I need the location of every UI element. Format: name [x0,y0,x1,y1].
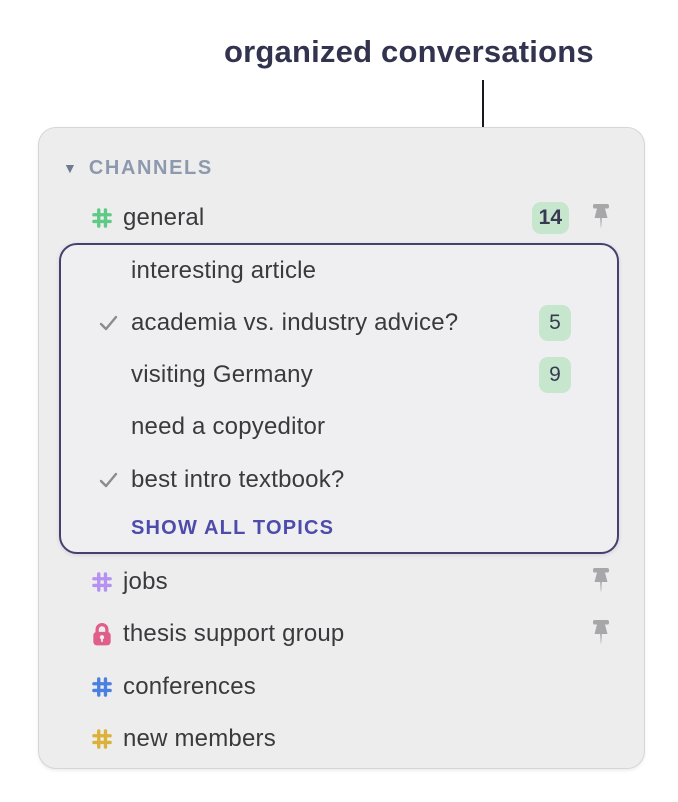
topic-row[interactable]: interesting article [61,254,617,288]
channel-row-conferences[interactable]: conferences [39,670,644,704]
pin-icon[interactable] [589,567,613,597]
channel-row-jobs[interactable]: jobs [39,565,644,599]
unread-count-badge: 5 [539,305,571,341]
channel-row-thesis-support-group[interactable]: thesis support group [39,617,644,651]
read-check-icon [97,468,121,492]
topic-row[interactable]: need a copyeditor [61,410,617,444]
topic-name[interactable]: visiting Germany [131,361,313,388]
topic-row[interactable]: best intro textbook? [61,463,617,497]
channel-name[interactable]: jobs [123,568,168,595]
channels-panel: ▼ CHANNELS general 14 interesting articl… [38,127,645,769]
topic-name[interactable]: best intro textbook? [131,466,345,493]
hash-icon [89,205,115,231]
channel-name[interactable]: conferences [123,673,256,700]
hash-icon [89,674,115,700]
topic-name[interactable]: need a copyeditor [131,413,326,440]
lock-icon [89,621,115,647]
topic-row[interactable]: visiting Germany 9 [61,357,617,393]
collapse-triangle-icon[interactable]: ▼ [63,160,77,176]
topic-row[interactable]: academia vs. industry advice? 5 [61,305,617,341]
read-check-icon [97,311,121,335]
pin-icon[interactable] [589,203,613,233]
channels-header-label: CHANNELS [88,156,213,179]
hash-icon [89,569,115,595]
topics-highlight-box: interesting article academia vs. industr… [59,243,619,554]
hash-icon [89,726,115,752]
channels-section-header[interactable]: ▼ CHANNELS [63,152,213,184]
unread-count-badge: 14 [531,202,569,234]
show-all-topics-link[interactable]: SHOW ALL TOPICS [131,517,335,539]
channel-row-new-members[interactable]: new members [39,722,644,756]
channel-name[interactable]: general [123,204,205,231]
unread-count-badge: 9 [539,357,571,393]
channel-name[interactable]: new members [123,725,276,752]
annotation-title: organized conversations [224,34,594,69]
channel-name[interactable]: thesis support group [123,620,345,647]
topic-name[interactable]: interesting article [131,257,317,284]
channel-row-general[interactable]: general 14 [39,201,644,235]
pin-icon[interactable] [589,619,613,649]
topic-name[interactable]: academia vs. industry advice? [131,309,459,336]
